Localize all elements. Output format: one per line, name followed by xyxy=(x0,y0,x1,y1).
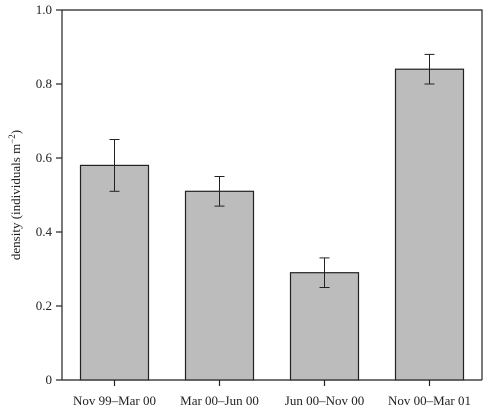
y-tick-label: 0.6 xyxy=(36,150,53,165)
bar xyxy=(79,164,150,381)
plot-area: 0 0.2 0.4 0.6 0.8 1.0 Nov 99–Mar 00 Mar 00–Jun … xyxy=(36,2,483,408)
y-axis-title-close: ) xyxy=(8,130,23,134)
x-tick-label: Jun 00–Nov 00 xyxy=(285,393,364,408)
plot-frame xyxy=(62,9,483,380)
y-tick-label: 0 xyxy=(46,372,53,387)
y-axis-title-main: density (individuals m xyxy=(8,144,23,260)
x-tick-label: Mar 00–Jun 00 xyxy=(180,393,259,408)
y-tick-label: 0.2 xyxy=(36,298,52,313)
y-tick-label: 0.8 xyxy=(36,76,52,91)
bar xyxy=(184,190,255,381)
x-tick-label: Nov 00–Mar 01 xyxy=(388,393,471,408)
y-axis-title: density (individuals m−2) xyxy=(7,130,23,260)
y-tick-label: 1.0 xyxy=(36,2,52,17)
y-tick-label: 0.4 xyxy=(36,224,53,239)
bar xyxy=(289,272,360,381)
bar xyxy=(394,68,465,381)
x-tick-label: Nov 99–Mar 00 xyxy=(73,393,156,408)
y-axis-title-superscript: −2 xyxy=(7,134,17,144)
